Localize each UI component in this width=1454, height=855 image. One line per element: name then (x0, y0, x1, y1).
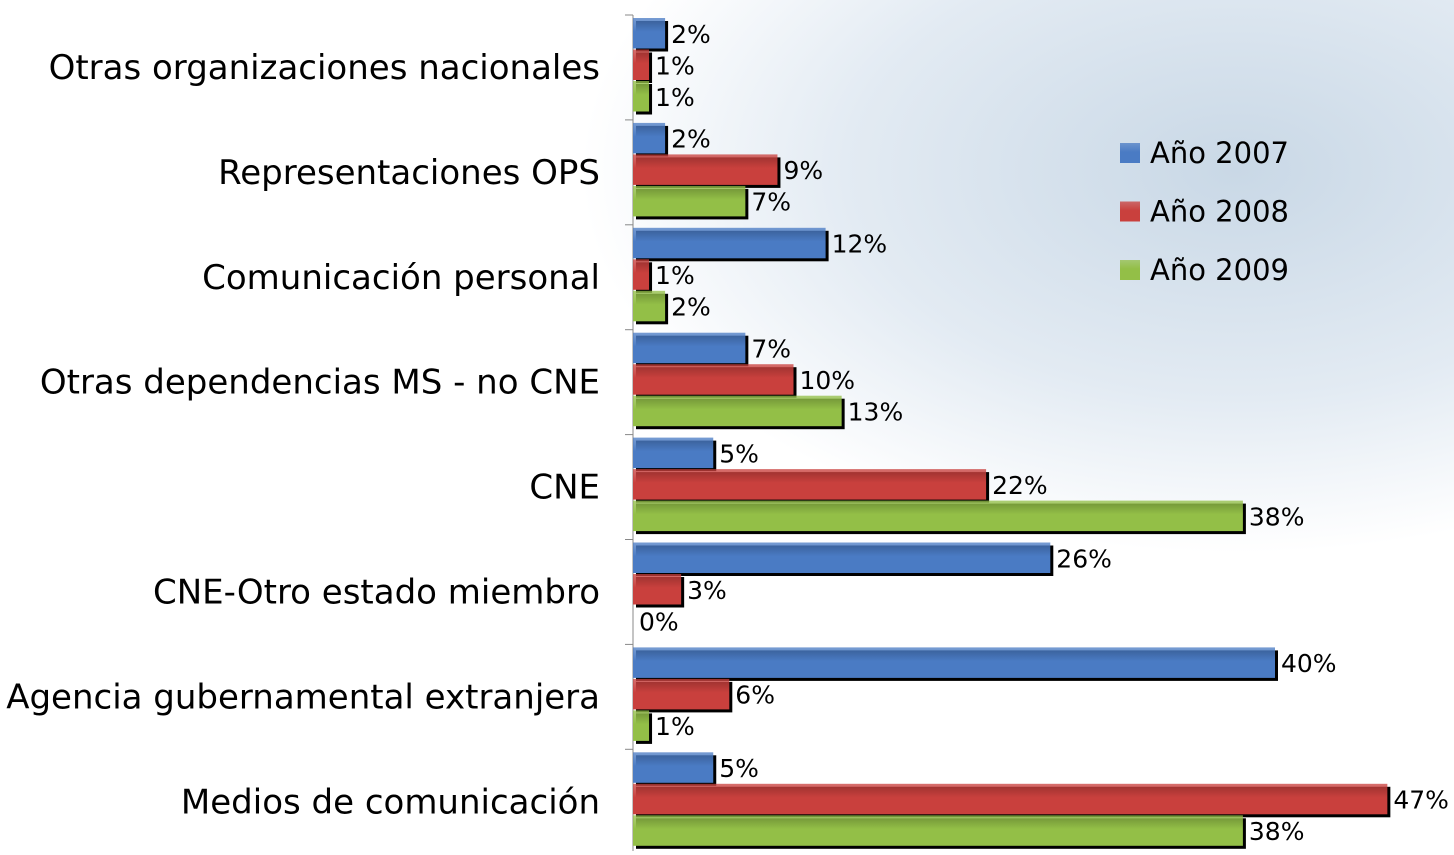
bar (633, 542, 1051, 573)
bar (633, 647, 1275, 678)
legend-swatch (1120, 260, 1140, 280)
bar (633, 500, 1243, 532)
data-label: 12% (832, 230, 888, 259)
bar (633, 18, 666, 49)
data-label: 22% (992, 471, 1048, 500)
bar (633, 437, 714, 469)
bar (633, 81, 650, 112)
legend-label: Año 2007 (1150, 136, 1289, 170)
bar (633, 154, 778, 185)
bar (633, 678, 730, 710)
data-label: 38% (1249, 817, 1305, 846)
category-label: Comunicación personal (202, 258, 600, 298)
bar (633, 574, 682, 605)
bar (633, 49, 650, 80)
bar (633, 290, 666, 322)
legend-label: Año 2008 (1150, 195, 1289, 229)
data-label: 1% (655, 51, 695, 80)
bar (633, 122, 666, 154)
data-label: 13% (848, 397, 904, 426)
bar (633, 185, 746, 217)
bar (633, 259, 650, 290)
data-label: 1% (655, 261, 695, 290)
data-label: 5% (719, 754, 759, 783)
data-label: 26% (1056, 544, 1112, 573)
data-label: 2% (671, 20, 711, 49)
data-label: 1% (655, 712, 695, 741)
data-label: 9% (783, 156, 823, 185)
bar (633, 815, 1243, 846)
legend-swatch (1120, 143, 1140, 163)
bar (633, 395, 842, 427)
category-label: Otras organizaciones nacionales (49, 48, 600, 88)
data-label: 38% (1249, 502, 1305, 531)
category-label: CNE (529, 468, 600, 508)
bar (633, 469, 987, 500)
data-label: 3% (687, 576, 727, 605)
data-label: 1% (655, 83, 695, 112)
legend-label: Año 2009 (1150, 253, 1289, 287)
category-label: Representaciones OPS (218, 153, 600, 193)
data-label: 47% (1393, 786, 1449, 815)
category-label: Agencia gubernamental extranjera (6, 677, 600, 717)
data-label: 5% (719, 439, 759, 468)
bar (633, 752, 714, 783)
data-label: 2% (671, 125, 711, 154)
bar (633, 364, 794, 395)
category-label: Otras dependencias MS - no CNE (40, 363, 600, 403)
data-label: 10% (800, 366, 856, 395)
category-label: CNE-Otro estado miembro (153, 572, 600, 612)
data-label: 40% (1281, 649, 1337, 678)
category-label: Medios de comunicación (181, 782, 600, 822)
legend-swatch (1120, 201, 1140, 222)
bar (633, 227, 826, 259)
data-label: 7% (751, 334, 791, 363)
data-label: 6% (735, 681, 775, 710)
bar (633, 783, 1388, 815)
bar (633, 332, 746, 364)
data-label: 0% (639, 607, 679, 636)
data-label: 7% (751, 188, 791, 217)
bar (633, 710, 650, 741)
data-label: 2% (671, 293, 711, 322)
